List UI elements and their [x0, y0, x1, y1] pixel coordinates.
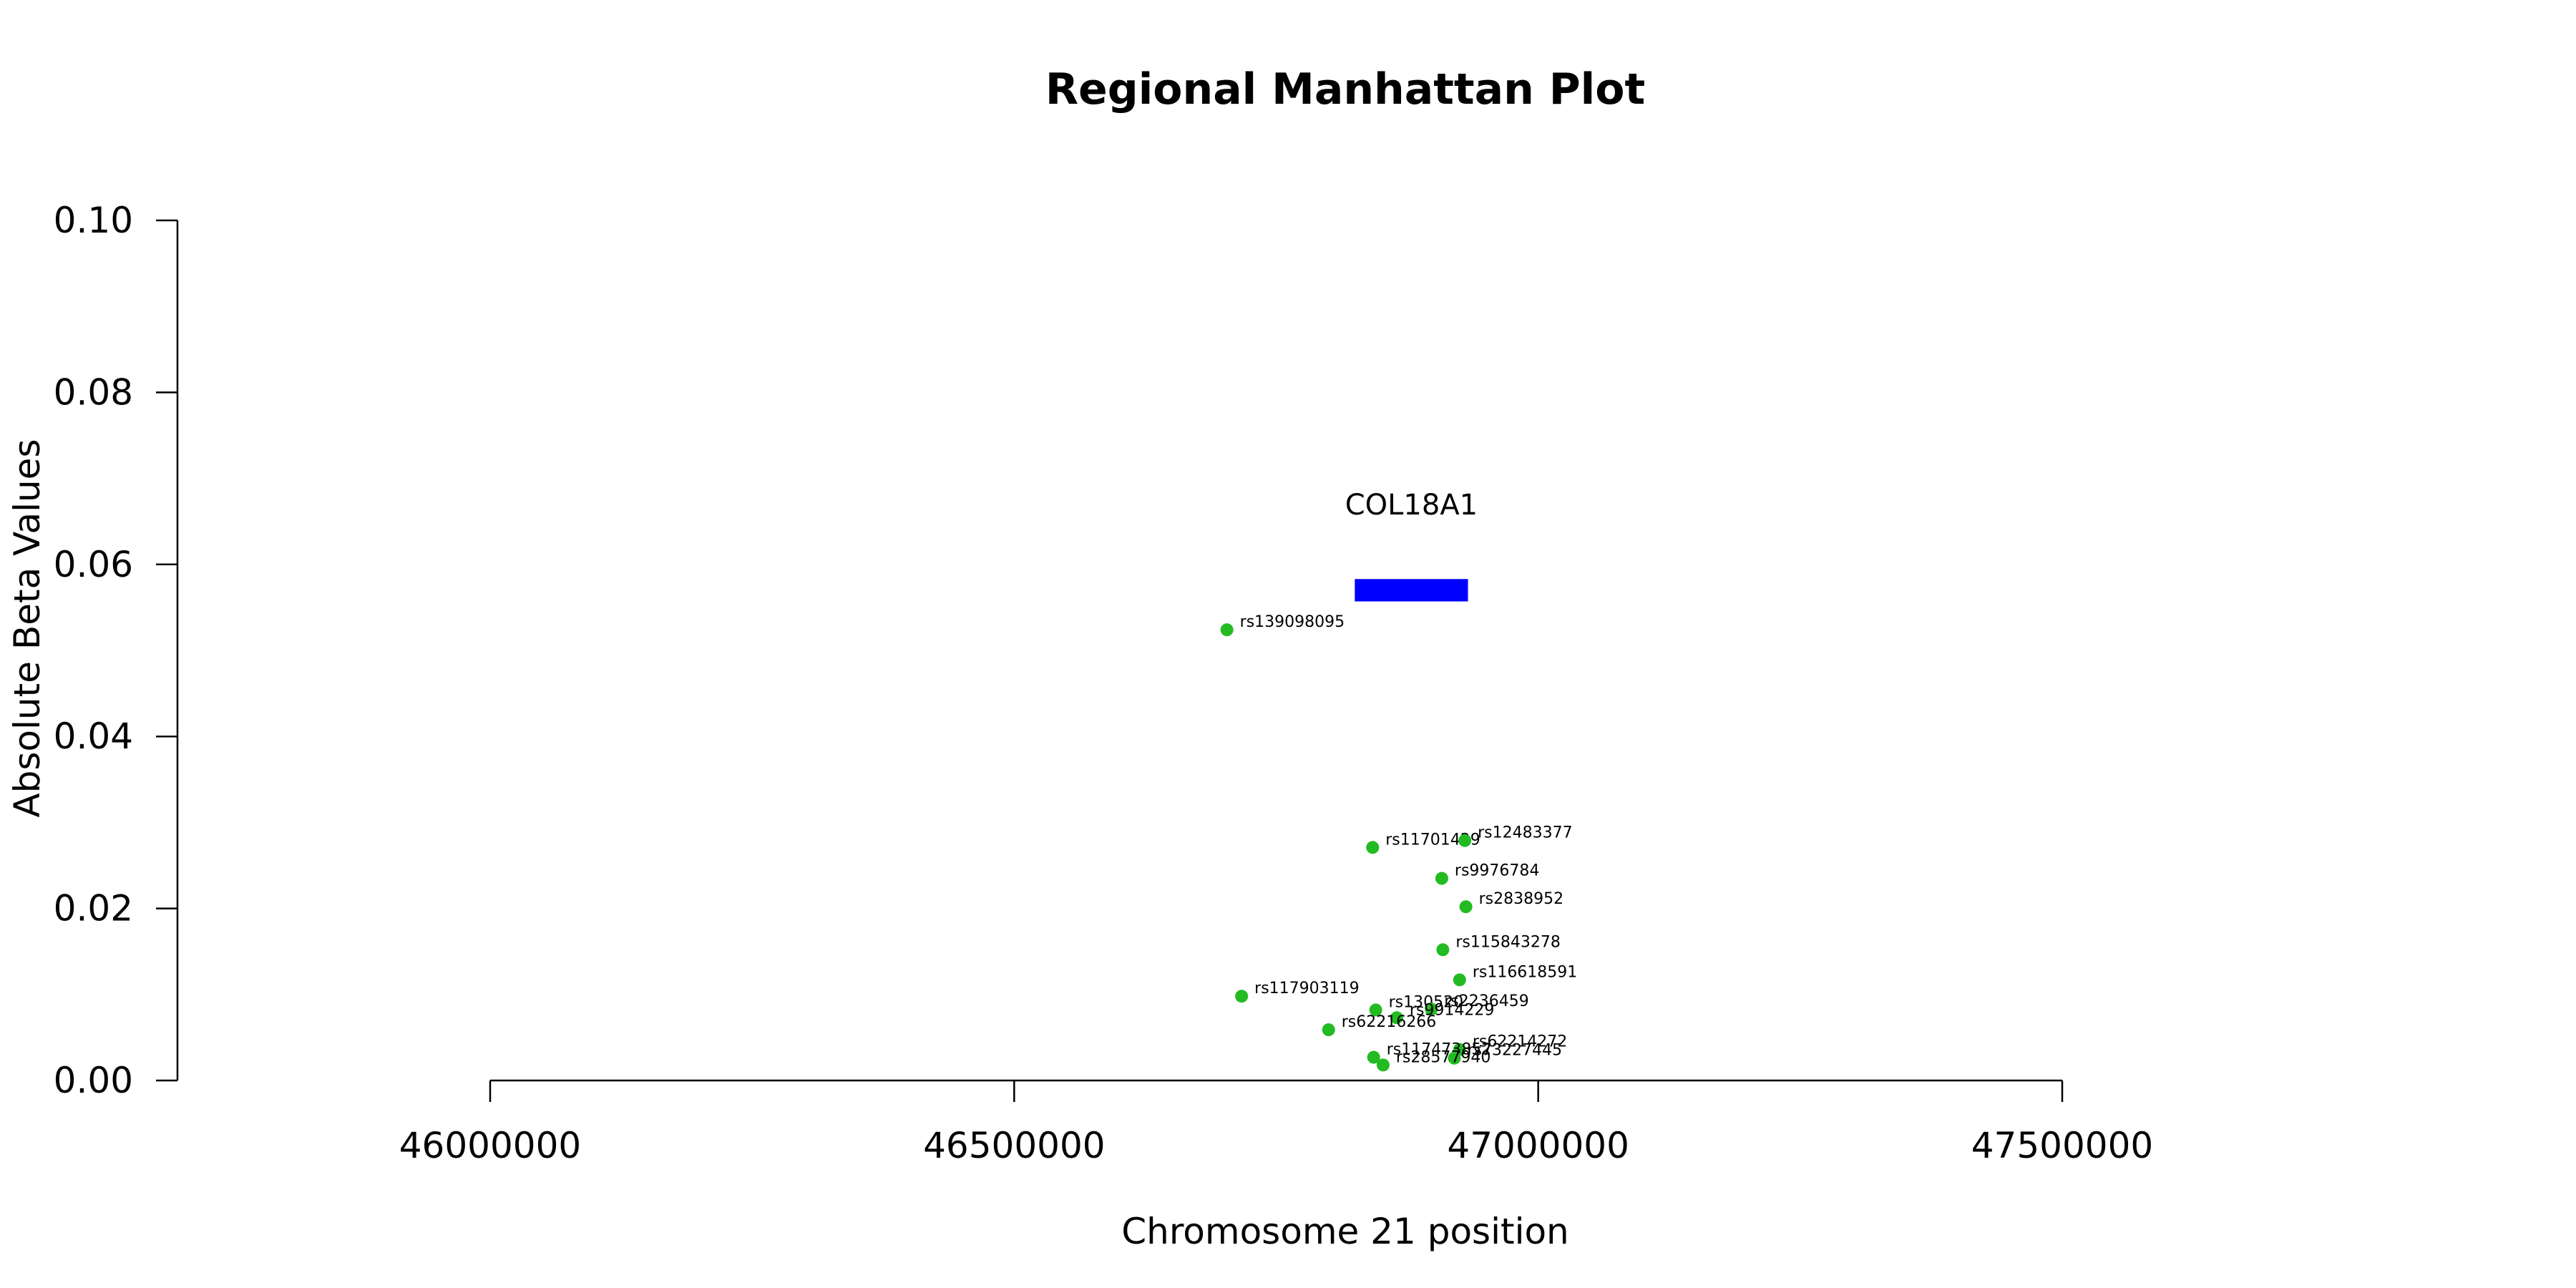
- snp-point: [1458, 834, 1472, 847]
- snp-point: [1220, 623, 1234, 637]
- snp-label: rs12483377: [1478, 824, 1572, 842]
- chart-title: Regional Manhattan Plot: [1045, 64, 1645, 114]
- y-tick-label: 0.06: [54, 544, 133, 585]
- gene-bar: [1355, 579, 1468, 602]
- snp-label: rs9914229: [1410, 1001, 1494, 1019]
- y-tick-label: 0.08: [54, 371, 133, 413]
- snp-label: rs139098095: [1240, 613, 1345, 631]
- snp-point: [1376, 1058, 1390, 1072]
- snp-point: [1235, 990, 1249, 1003]
- x-tick-label: 46000000: [399, 1125, 582, 1166]
- snp-point: [1369, 1003, 1382, 1017]
- y-axis: 0.00 0.02 0.04 0.06 0.08 0.10: [54, 200, 179, 1101]
- snp-label: rs117473852: [1387, 1041, 1491, 1059]
- gene-label: COL18A1: [1345, 489, 1478, 522]
- snp-label: rs116618591: [1473, 963, 1577, 981]
- snp-label: rs117903119: [1254, 980, 1359, 997]
- snp-label: rs62216266: [1342, 1013, 1436, 1031]
- snp-points: rs139098095rs11701429rs12483377rs9976784…: [1220, 613, 1577, 1072]
- x-tick-label: 47000000: [1447, 1125, 1629, 1166]
- gene-track: COL18A1: [1345, 489, 1478, 602]
- x-axis: 46000000 46500000 47000000 47500000: [399, 1079, 2154, 1166]
- snp-point: [1322, 1023, 1335, 1037]
- x-tick-label: 46500000: [923, 1125, 1106, 1166]
- snp-label: rs28577940: [1396, 1048, 1491, 1066]
- snp-label: rs2838952: [1479, 890, 1564, 908]
- y-tick-label: 0.10: [54, 200, 133, 241]
- snp-label: rs2236459: [1444, 992, 1528, 1010]
- y-tick-label: 0.02: [54, 888, 133, 930]
- snp-label: rs73227445: [1467, 1042, 1561, 1060]
- snp-point: [1436, 943, 1450, 957]
- snp-point: [1390, 1011, 1403, 1025]
- snp-point: [1453, 973, 1466, 987]
- snp-label: rs62214272: [1473, 1033, 1567, 1051]
- y-tick-label: 0.04: [54, 716, 133, 757]
- snp-label: rs9976784: [1455, 862, 1540, 880]
- snp-point: [1366, 841, 1380, 854]
- y-tick-label: 0.00: [54, 1060, 133, 1101]
- snp-point: [1425, 1002, 1438, 1016]
- x-tick-label: 47500000: [1971, 1125, 2154, 1166]
- x-axis-title: Chromosome 21 position: [1121, 1211, 1569, 1252]
- snp-point: [1448, 1051, 1461, 1065]
- snp-point: [1435, 872, 1448, 885]
- snp-point: [1459, 900, 1473, 914]
- y-axis-title: Absolute Beta Values: [6, 439, 48, 818]
- snp-point: [1367, 1050, 1380, 1064]
- snp-label: rs115843278: [1455, 933, 1560, 951]
